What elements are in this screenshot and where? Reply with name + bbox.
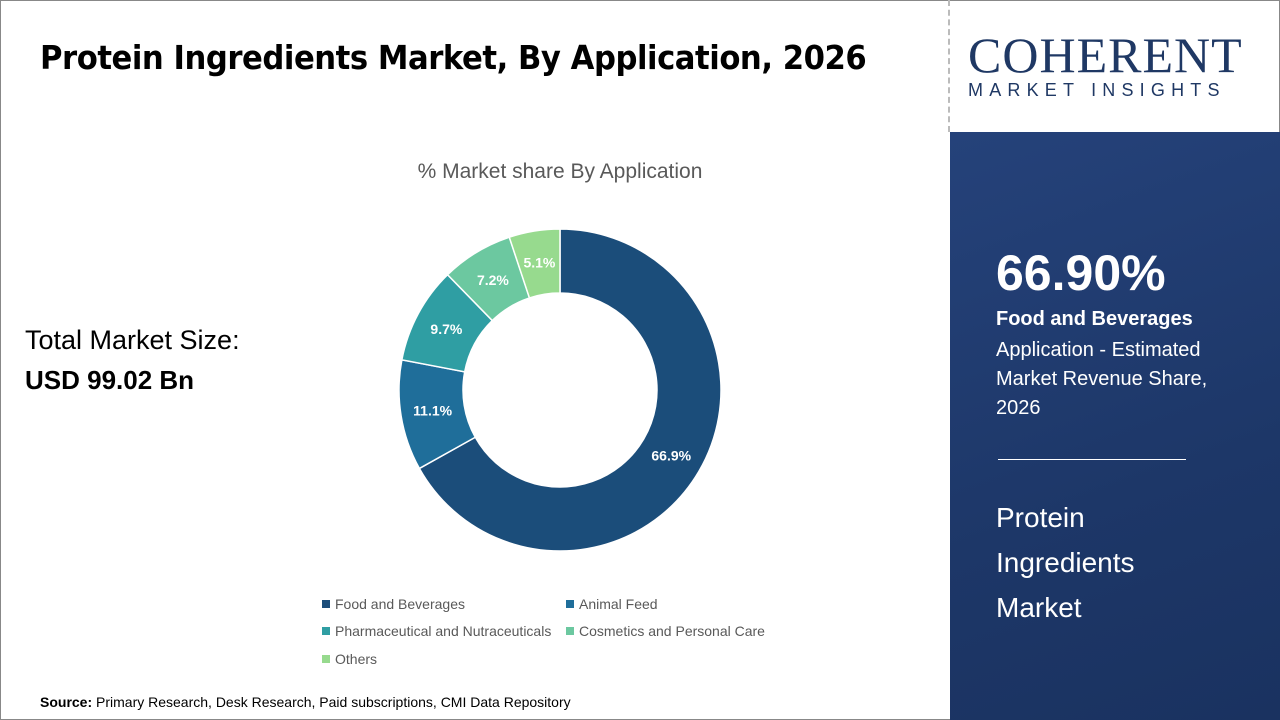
donut-slice-0 — [418, 228, 722, 552]
source-note: Source: Primary Research, Desk Research,… — [40, 694, 571, 710]
legend-swatch — [566, 600, 574, 608]
legend-swatch — [322, 627, 330, 635]
legend-label: Others — [335, 651, 378, 667]
logo: COHERENT MARKET INSIGHTS — [968, 30, 1263, 101]
source-text: Primary Research, Desk Research, Paid su… — [92, 694, 571, 710]
total-market-value: USD 99.02 Bn — [25, 365, 195, 395]
data-label: 11.1% — [413, 403, 452, 419]
market-name: Protein Ingredients Market — [996, 502, 1135, 623]
data-label: 66.9% — [651, 447, 691, 463]
legend-item: Cosmetics and Personal Care — [566, 623, 765, 639]
donut-chart: 66.9% 11.1% 9.7% 7.2% 5.1% — [398, 228, 722, 552]
total-market-label: Total Market Size: — [25, 325, 240, 355]
legend-label: Food and Beverages — [335, 596, 465, 612]
page-title: Protein Ingredients Market, By Applicati… — [40, 38, 867, 77]
highlight-segment: Food and Beverages — [996, 308, 1193, 330]
legend-swatch — [322, 600, 330, 608]
legend-label: Animal Feed — [579, 596, 658, 612]
legend-item: Pharmaceutical and Nutraceuticals — [322, 623, 551, 639]
highlight-percent: 66.90% — [996, 245, 1166, 301]
legend-item: Others — [322, 651, 377, 667]
panel-divider — [998, 459, 1186, 460]
legend-item: Animal Feed — [566, 596, 658, 612]
logo-wordmark: COHERENT — [968, 27, 1243, 83]
logo-tagline: MARKET INSIGHTS — [968, 80, 1226, 100]
highlight-description: Application - Estimated Market Revenue S… — [996, 339, 1208, 419]
divider — [948, 0, 950, 132]
legend-item: Food and Beverages — [322, 596, 465, 612]
legend-label: Cosmetics and Personal Care — [579, 623, 765, 639]
legend-swatch — [566, 627, 574, 635]
donut-slice-4 — [508, 228, 561, 299]
data-label: 9.7% — [430, 321, 462, 337]
highlight-panel: 66.90% Food and Beverages Application - … — [950, 132, 1280, 720]
data-label: 5.1% — [523, 255, 555, 271]
legend-label: Pharmaceutical and Nutraceuticals — [335, 623, 552, 639]
source-label: Source: — [40, 694, 93, 710]
legend-swatch — [322, 655, 330, 663]
data-label: 7.2% — [477, 272, 509, 288]
chart-title: % Market share By Application — [417, 160, 703, 183]
